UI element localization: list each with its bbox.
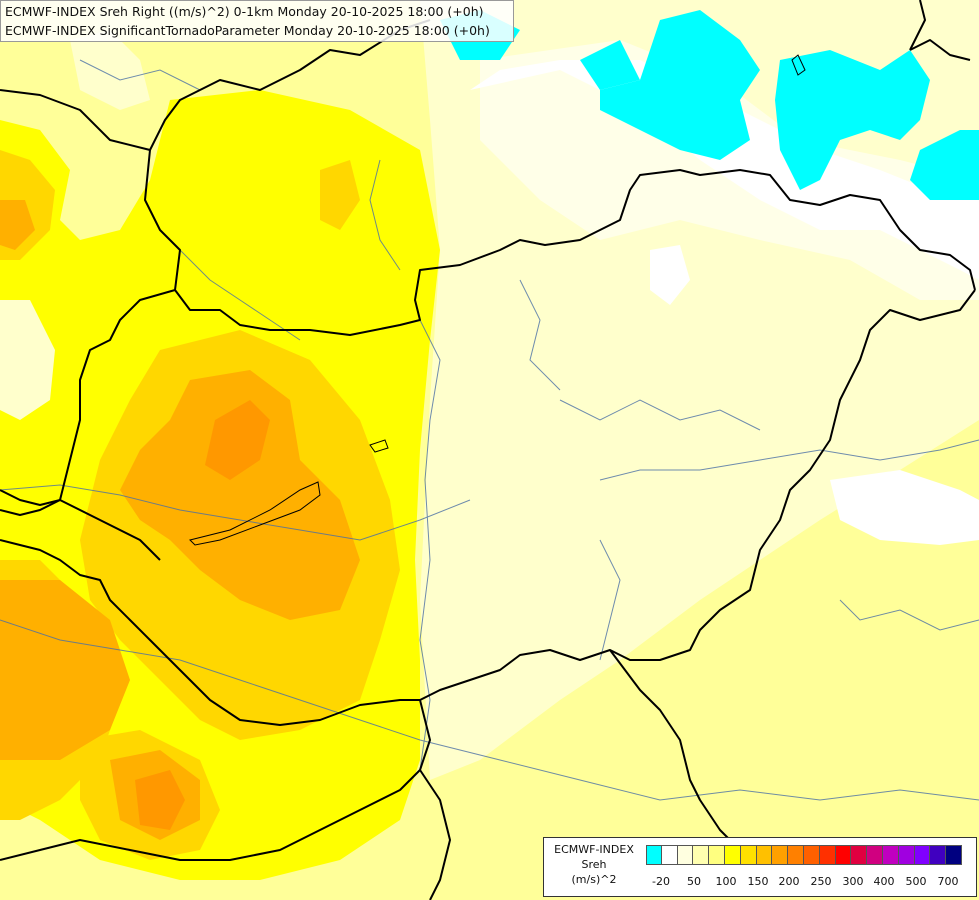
white-patch-east	[830, 470, 979, 545]
negative-helicity-area	[910, 130, 979, 200]
legend-tick-label: -20	[652, 875, 670, 888]
legend-swatch	[898, 845, 915, 865]
legend-swatches	[646, 845, 962, 865]
legend-swatch	[851, 845, 868, 865]
legend-tick-label: 300	[842, 875, 864, 888]
legend-tick-label: 100	[715, 875, 737, 888]
high-helicity-area	[135, 770, 185, 830]
legend-swatch	[788, 845, 804, 865]
legend-swatch	[740, 845, 757, 865]
legend-title: ECMWF-INDEX Sreh (m/s)^2	[544, 842, 644, 887]
negative-helicity-area	[600, 10, 760, 160]
legend-swatch	[946, 845, 962, 865]
lake-small	[791, 54, 806, 76]
white-area-north	[470, 60, 979, 280]
legend-swatch	[914, 845, 931, 865]
elevated-helicity-area	[320, 160, 360, 230]
legend-tick-label: 250	[810, 875, 832, 888]
legend-swatch	[882, 845, 899, 865]
legend-swatch	[646, 845, 662, 865]
legend-swatch	[677, 845, 694, 865]
color-legend: ECMWF-INDEX Sreh (m/s)^2 -20 50 100 150 200 2…	[543, 837, 977, 897]
lake-small	[369, 439, 389, 453]
legend-tick-label: 400	[873, 875, 895, 888]
map-title-line-1: ECMWF-INDEX Sreh Right ((m/s)^2) 0-1km M…	[5, 4, 484, 19]
legend-swatch	[867, 845, 883, 865]
high-helicity-area	[0, 580, 130, 760]
legend-swatch	[803, 845, 820, 865]
high-helicity-area	[205, 400, 270, 480]
legend-title-line-1: ECMWF-INDEX	[554, 843, 634, 856]
legend-tick-label: 200	[778, 875, 800, 888]
legend-swatch	[835, 845, 852, 865]
legend-swatch	[772, 845, 789, 865]
rivers	[0, 59, 979, 801]
legend-swatch	[930, 845, 947, 865]
legend-swatch	[819, 845, 836, 865]
lake-balaton	[189, 481, 321, 546]
legend-title-line-2: Sreh	[581, 858, 607, 871]
white-patch-center	[650, 245, 690, 305]
legend-swatch	[709, 845, 725, 865]
negative-helicity-area	[775, 50, 930, 190]
legend-tick-label: 700	[937, 875, 959, 888]
legend-tick-label: 500	[905, 875, 927, 888]
negative-helicity-area	[580, 40, 640, 90]
map-title-box: ECMWF-INDEX Sreh Right ((m/s)^2) 0-1km M…	[0, 0, 514, 42]
legend-ticks: -20 50 100 150 200 250 300 400 500 700	[646, 875, 976, 889]
legend-tick-label: 150	[747, 875, 769, 888]
legend-swatch	[724, 845, 741, 865]
high-helicity-area	[120, 370, 360, 620]
low-helicity-patch	[0, 300, 55, 420]
low-helicity-patch	[70, 30, 150, 110]
high-helicity-area	[0, 200, 35, 250]
legend-tick-label: 50	[687, 875, 701, 888]
legend-swatch	[661, 845, 678, 865]
map-title-line-2: ECMWF-INDEX SignificantTornadoParameter …	[5, 23, 490, 38]
legend-title-line-3: (m/s)^2	[571, 873, 617, 886]
legend-swatch	[756, 845, 773, 865]
legend-swatch	[693, 845, 710, 865]
